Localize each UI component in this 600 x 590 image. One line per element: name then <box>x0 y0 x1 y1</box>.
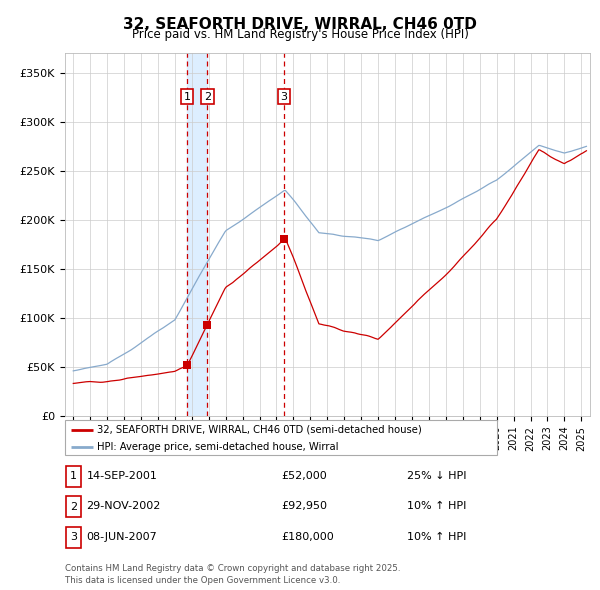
Text: £52,000: £52,000 <box>281 471 326 480</box>
Text: 2: 2 <box>70 502 77 512</box>
Text: £92,950: £92,950 <box>281 502 327 511</box>
Bar <box>187 53 207 416</box>
Text: Price paid vs. HM Land Registry's House Price Index (HPI): Price paid vs. HM Land Registry's House … <box>131 28 469 41</box>
Text: 1: 1 <box>70 471 77 481</box>
Text: HPI: Average price, semi-detached house, Wirral: HPI: Average price, semi-detached house,… <box>97 442 338 452</box>
Text: 14-SEP-2001: 14-SEP-2001 <box>86 471 157 480</box>
Text: 10% ↑ HPI: 10% ↑ HPI <box>407 502 466 511</box>
Text: 10% ↑ HPI: 10% ↑ HPI <box>407 532 466 542</box>
Text: 1: 1 <box>184 91 190 101</box>
Text: 3: 3 <box>70 533 77 542</box>
Text: 3: 3 <box>280 91 287 101</box>
Text: Contains HM Land Registry data © Crown copyright and database right 2025.
This d: Contains HM Land Registry data © Crown c… <box>65 564 400 585</box>
Text: 2: 2 <box>203 91 211 101</box>
Text: 29-NOV-2002: 29-NOV-2002 <box>86 502 161 511</box>
Text: 32, SEAFORTH DRIVE, WIRRAL, CH46 0TD (semi-detached house): 32, SEAFORTH DRIVE, WIRRAL, CH46 0TD (se… <box>97 425 422 435</box>
Text: 32, SEAFORTH DRIVE, WIRRAL, CH46 0TD: 32, SEAFORTH DRIVE, WIRRAL, CH46 0TD <box>123 17 477 31</box>
Text: 08-JUN-2007: 08-JUN-2007 <box>86 532 157 542</box>
Text: 25% ↓ HPI: 25% ↓ HPI <box>407 471 466 480</box>
Text: £180,000: £180,000 <box>281 532 334 542</box>
